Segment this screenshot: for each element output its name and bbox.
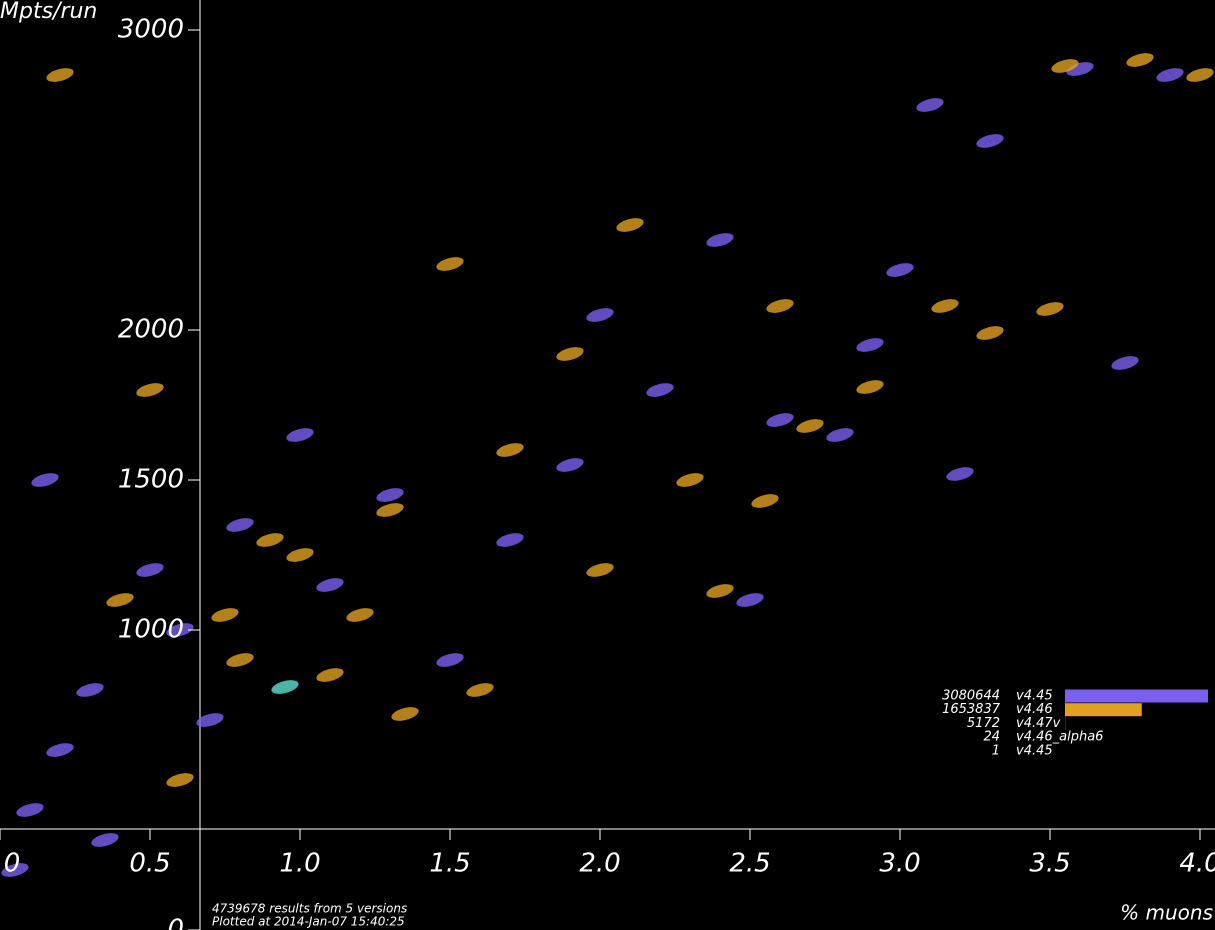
legend-name: v4.45 [1016,743,1053,758]
legend-count: 24 [983,730,1000,745]
data-point [976,134,1004,148]
data-point [556,458,584,472]
footer: 4739678 results from 5 versions [212,902,407,916]
data-point [346,608,374,622]
x-tick-label: 0.5 [129,849,170,879]
legend-bar [1065,689,1208,703]
data-point [1111,356,1139,370]
data-point [46,68,74,82]
data-point [1,863,29,877]
data-point [286,428,314,442]
data-point [1126,53,1154,67]
data-point [76,683,104,697]
data-point [46,743,74,757]
data-point [31,473,59,487]
x-tick-label: 1.0 [279,849,320,879]
data-point [496,533,524,547]
x-tick-label: 0 [4,849,21,879]
data-point [391,707,419,721]
data-point [586,563,614,577]
data-point [586,308,614,322]
data-point [946,467,974,481]
data-point [976,326,1004,340]
data-point [751,494,779,508]
data-point [316,578,344,592]
y-tick-label: 1000 [118,615,184,645]
data-point [16,803,44,817]
y-tick-label: 3000 [118,15,184,45]
x-tick-label: 3.0 [879,849,920,879]
data-point [856,338,884,352]
data-point [886,263,914,277]
y-tick-label: 1500 [118,465,184,495]
data-point [676,473,704,487]
data-point [496,443,524,457]
data-point [271,680,299,694]
x-tick-label: 2.5 [729,849,770,879]
legend-count: 5172 [967,716,1000,731]
data-point [616,218,644,232]
footer: Plotted at 2014-Jan-07 15:40:25 [212,915,405,929]
data-point [826,428,854,442]
data-point [91,833,119,847]
data-point [136,383,164,397]
y-tick-label: 2000 [118,315,184,345]
data-point [376,488,404,502]
data-point [706,233,734,247]
x-tick-label: 4.0 [1179,849,1215,879]
legend-bar [1065,703,1142,717]
x-axis-label: % muons [1120,901,1213,925]
data-point [796,419,824,433]
data-point [646,383,674,397]
legend-count: 1653837 [942,702,1001,717]
data-point [226,653,254,667]
data-point [1186,68,1214,82]
data-point [316,668,344,682]
legend-name: v4.47v [1016,716,1061,731]
data-point [211,608,239,622]
legend-count: 3080644 [942,689,1000,704]
legend-count: 1 [992,743,1000,758]
data-point [1156,68,1184,82]
data-point [916,98,944,112]
x-tick-label: 3.5 [1029,849,1070,879]
data-point [256,533,284,547]
data-point [436,257,464,271]
data-point [766,299,794,313]
legend-name: v4.45 [1016,689,1053,704]
data-point [136,563,164,577]
legend-name: v4.46 [1016,702,1053,717]
x-tick-label: 2.0 [579,849,620,879]
data-point [106,593,134,607]
data-point [196,713,224,727]
x-tick-label: 1.5 [429,849,470,879]
data-point [1051,59,1079,73]
data-point [1036,302,1064,316]
data-point [166,773,194,787]
data-point [736,593,764,607]
data-point [766,413,794,427]
data-point [226,518,254,532]
legend-name: v4.46_alpha6 [1016,730,1103,745]
y-axis-label: Mpts/run [0,0,97,24]
data-point [706,584,734,598]
data-point [376,503,404,517]
data-point [286,548,314,562]
data-point [436,653,464,667]
data-point [466,683,494,697]
data-point [856,380,884,394]
y-tick-label: 0 [167,915,184,930]
data-point [556,347,584,361]
data-point [931,299,959,313]
data-point [166,623,194,637]
